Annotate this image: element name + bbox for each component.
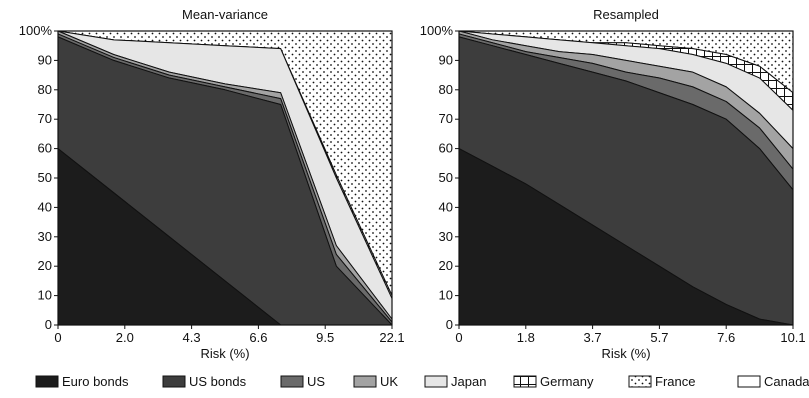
- x-tick-label: 2.0: [116, 330, 134, 345]
- legend-label: Canada: [764, 374, 809, 389]
- x-tick-label: 9.5: [316, 330, 334, 345]
- chart-title: Resampled: [593, 7, 659, 22]
- legend-item-us-bonds: US bonds: [162, 374, 247, 389]
- legend-item-uk: UK: [353, 374, 398, 389]
- x-tick-label: 0: [455, 330, 462, 345]
- legend-label: Japan: [451, 374, 486, 389]
- legend-item-canada: Canada: [737, 374, 809, 389]
- x-tick-label: 5.7: [650, 330, 668, 345]
- y-tick-label: 20: [38, 258, 52, 273]
- x-tick-label: 3.7: [584, 330, 602, 345]
- x-tick-label: 6.6: [249, 330, 267, 345]
- legend-swatch: [424, 375, 448, 388]
- x-tick-label: 22.1: [379, 330, 404, 345]
- y-tick-label: 100%: [420, 23, 454, 38]
- y-tick-label: 100%: [19, 23, 53, 38]
- y-tick-label: 60: [439, 141, 453, 156]
- legend-swatch: [513, 375, 537, 388]
- y-tick-label: 90: [439, 52, 453, 67]
- y-tick-label: 30: [439, 229, 453, 244]
- y-tick-label: 10: [439, 288, 453, 303]
- y-tick-label: 20: [439, 258, 453, 273]
- x-tick-label: 10.1: [780, 330, 805, 345]
- x-axis-label: Risk (%): [601, 346, 650, 361]
- y-tick-label: 60: [38, 141, 52, 156]
- legend-label: France: [655, 374, 695, 389]
- legend-item-france: France: [628, 374, 695, 389]
- legend-swatch: [353, 375, 377, 388]
- y-tick-label: 80: [439, 82, 453, 97]
- x-tick-label: 1.8: [517, 330, 535, 345]
- y-tick-label: 70: [38, 111, 52, 126]
- chart-panel-resampled: Resampled 0 10 20 30 40 50 60 70 80 90 100% 0 1.8 3.7 5…: [420, 7, 806, 361]
- legend-label: UK: [380, 374, 398, 389]
- legend-item-germany: Germany: [513, 374, 594, 389]
- y-tick-label: 40: [439, 199, 453, 214]
- legend-label: US bonds: [189, 374, 247, 389]
- legend-swatch: [35, 375, 59, 388]
- legend-swatch: [280, 375, 304, 388]
- y-tick-label: 90: [38, 52, 52, 67]
- legend-item-us: US: [280, 374, 325, 389]
- chart-title: Mean-variance: [182, 7, 268, 22]
- y-tick-label: 0: [45, 317, 52, 332]
- y-tick-label: 50: [38, 170, 52, 185]
- y-tick-label: 30: [38, 229, 52, 244]
- legend-swatch: [628, 375, 652, 388]
- x-tick-label: 4.3: [183, 330, 201, 345]
- y-tick-label: 40: [38, 199, 52, 214]
- y-tick-label: 10: [38, 288, 52, 303]
- x-tick-label: 7.6: [717, 330, 735, 345]
- legend-label: Euro bonds: [62, 374, 129, 389]
- legend-swatch: [737, 375, 761, 388]
- y-tick-label: 0: [446, 317, 453, 332]
- legend-item-japan: Japan: [424, 374, 486, 389]
- x-axis-label: Risk (%): [200, 346, 249, 361]
- legend-swatch: [162, 375, 186, 388]
- legend-item-euro-bonds: Euro bonds: [35, 374, 129, 389]
- legend-label: US: [307, 374, 325, 389]
- y-tick-label: 80: [38, 82, 52, 97]
- chart-panel-mean-variance: Mean-variance 0 10 20 30 40 50 60 70 80 90 100% 0 2.0…: [19, 7, 405, 361]
- legend: Euro bonds US bonds US UK Japan Germany France…: [35, 374, 809, 389]
- legend-label: Germany: [540, 374, 594, 389]
- y-tick-label: 70: [439, 111, 453, 126]
- y-tick-label: 50: [439, 170, 453, 185]
- x-tick-label: 0: [54, 330, 61, 345]
